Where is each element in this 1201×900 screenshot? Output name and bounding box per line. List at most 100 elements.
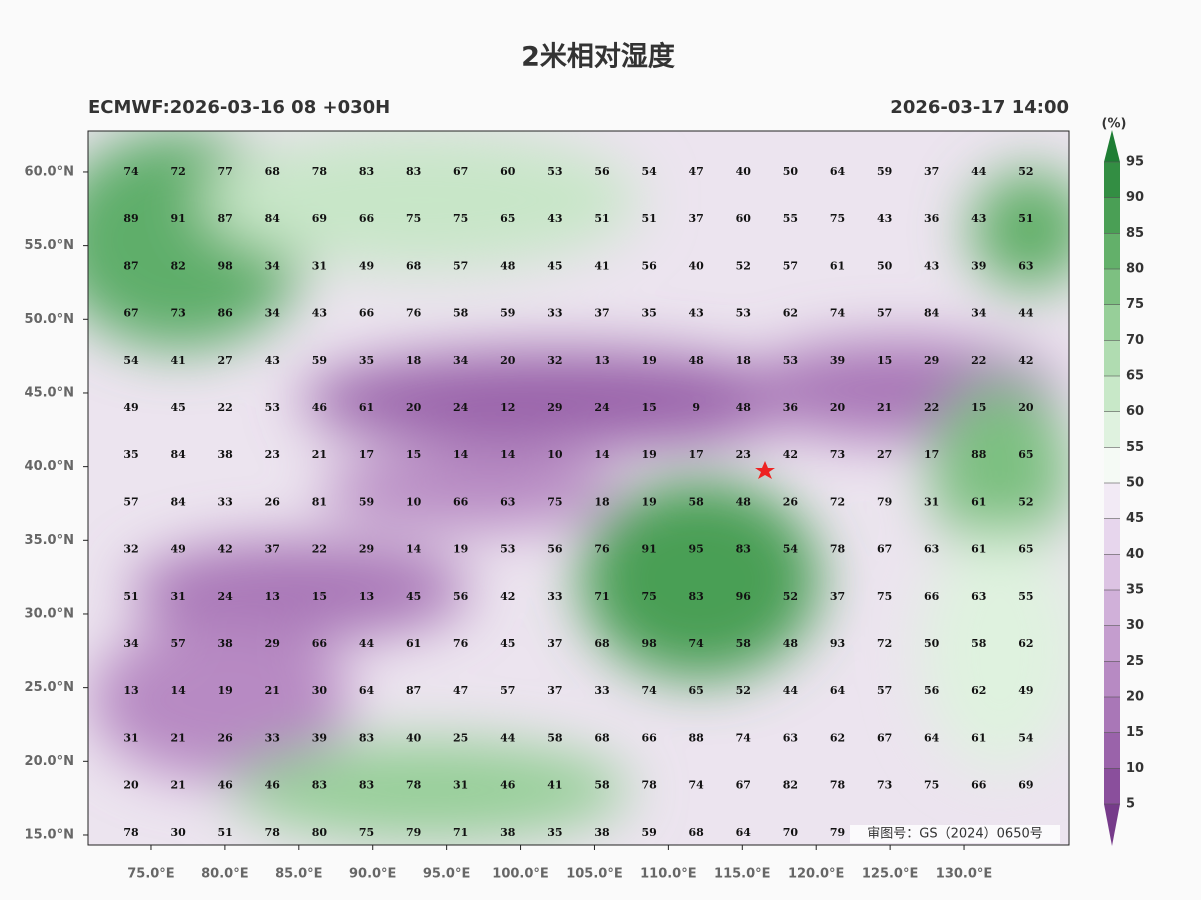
grid-value: 74 bbox=[830, 307, 846, 320]
grid-value: 37 bbox=[689, 212, 704, 225]
x-tick-label: 95.0°E bbox=[423, 867, 470, 882]
grid-value: 57 bbox=[877, 307, 892, 320]
colorbar-segment bbox=[1104, 732, 1120, 769]
grid-value: 53 bbox=[736, 307, 751, 320]
watermark-bg bbox=[850, 825, 1060, 843]
grid-value: 40 bbox=[406, 731, 422, 744]
x-tick-label: 110.0°E bbox=[640, 867, 697, 882]
grid-value: 31 bbox=[312, 259, 327, 272]
grid-value: 61 bbox=[406, 637, 421, 650]
grid-value: 60 bbox=[736, 212, 752, 225]
grid-value: 26 bbox=[783, 495, 799, 508]
colorbar-tick-label: 70 bbox=[1126, 333, 1144, 348]
y-tick-label: 35.0°N bbox=[25, 533, 74, 548]
grid-value: 78 bbox=[265, 826, 281, 839]
grid-value: 33 bbox=[547, 590, 562, 603]
grid-value: 66 bbox=[453, 495, 469, 508]
grid-value: 21 bbox=[170, 779, 185, 792]
y-tick-label: 60.0°N bbox=[25, 164, 74, 179]
grid-value: 31 bbox=[123, 731, 138, 744]
grid-value: 18 bbox=[594, 495, 610, 508]
grid-value: 22 bbox=[971, 354, 986, 367]
grid-value: 87 bbox=[406, 684, 421, 697]
grid-value: 38 bbox=[218, 448, 234, 461]
grid-value: 26 bbox=[265, 495, 281, 508]
grid-value: 57 bbox=[783, 259, 798, 272]
grid-value: 53 bbox=[500, 543, 515, 556]
grid-value: 75 bbox=[877, 590, 892, 603]
grid-value: 36 bbox=[783, 401, 799, 414]
colorbar-segment bbox=[1104, 518, 1120, 555]
grid-value: 30 bbox=[312, 684, 328, 697]
grid-value: 54 bbox=[123, 354, 139, 367]
x-tick-label: 100.0°E bbox=[492, 867, 549, 882]
grid-value: 67 bbox=[877, 543, 892, 556]
grid-value: 62 bbox=[830, 731, 845, 744]
grid-value: 72 bbox=[830, 495, 845, 508]
grid-value: 14 bbox=[406, 543, 422, 556]
grid-value: 13 bbox=[123, 684, 138, 697]
grid-value: 15 bbox=[971, 401, 986, 414]
grid-value: 53 bbox=[547, 165, 562, 178]
grid-value: 71 bbox=[453, 826, 468, 839]
grid-value: 21 bbox=[877, 401, 892, 414]
colorbar-segment bbox=[1104, 376, 1120, 412]
colorbar-segment bbox=[1104, 590, 1120, 626]
grid-value: 91 bbox=[170, 212, 185, 225]
grid-value: 54 bbox=[1018, 731, 1034, 744]
map-frame bbox=[87, 130, 1070, 846]
grid-value: 68 bbox=[594, 637, 610, 650]
grid-value: 61 bbox=[971, 731, 986, 744]
grid-value: 18 bbox=[406, 354, 422, 367]
y-tick-label: 30.0°N bbox=[25, 606, 74, 621]
grid-value: 66 bbox=[359, 307, 375, 320]
grid-value: 35 bbox=[359, 354, 374, 367]
grid-value: 19 bbox=[641, 354, 656, 367]
grid-value: 72 bbox=[877, 637, 892, 650]
grid-value: 60 bbox=[500, 165, 516, 178]
colorbar-segment bbox=[1104, 625, 1120, 662]
grid-value: 49 bbox=[359, 259, 374, 272]
grid-value: 43 bbox=[924, 259, 939, 272]
grid-value: 66 bbox=[924, 590, 940, 603]
grid-value: 46 bbox=[312, 401, 328, 414]
grid-value: 64 bbox=[830, 165, 846, 178]
grid-value: 79 bbox=[877, 495, 892, 508]
grid-value: 13 bbox=[594, 354, 609, 367]
grid-value: 79 bbox=[830, 826, 845, 839]
grid-value: 78 bbox=[641, 779, 657, 792]
grid-value: 40 bbox=[736, 165, 752, 178]
colorbar-tick-label: 80 bbox=[1126, 262, 1144, 277]
colorbar-tick-label: 45 bbox=[1126, 511, 1144, 526]
grid-value: 62 bbox=[1018, 637, 1033, 650]
colorbar-segment bbox=[1104, 269, 1120, 305]
grid-value: 83 bbox=[359, 779, 374, 792]
grid-value: 66 bbox=[971, 779, 987, 792]
grid-value: 62 bbox=[783, 307, 798, 320]
grid-value: 22 bbox=[218, 401, 233, 414]
grid-value: 66 bbox=[312, 637, 328, 650]
grid-value: 84 bbox=[265, 212, 281, 225]
x-tick-label: 120.0°E bbox=[788, 867, 845, 882]
y-tick-label: 25.0°N bbox=[25, 680, 74, 695]
y-tick-label: 20.0°N bbox=[25, 754, 74, 769]
grid-value: 53 bbox=[265, 401, 280, 414]
grid-value: 43 bbox=[877, 212, 892, 225]
grid-value: 83 bbox=[359, 731, 374, 744]
grid-value: 55 bbox=[1018, 590, 1033, 603]
grid-value: 59 bbox=[312, 354, 327, 367]
grid-value: 48 bbox=[736, 495, 752, 508]
grid-value: 37 bbox=[547, 637, 562, 650]
grid-value: 48 bbox=[689, 354, 705, 367]
grid-value: 63 bbox=[971, 590, 986, 603]
colorbar-tick-label: 30 bbox=[1126, 618, 1144, 633]
grid-value: 58 bbox=[971, 637, 987, 650]
grid-value: 20 bbox=[830, 401, 846, 414]
grid-value: 75 bbox=[547, 495, 562, 508]
grid-value: 54 bbox=[641, 165, 657, 178]
grid-value: 76 bbox=[594, 543, 610, 556]
grid-value: 57 bbox=[500, 684, 515, 697]
grid-value: 56 bbox=[641, 259, 657, 272]
grid-value: 14 bbox=[500, 448, 516, 461]
